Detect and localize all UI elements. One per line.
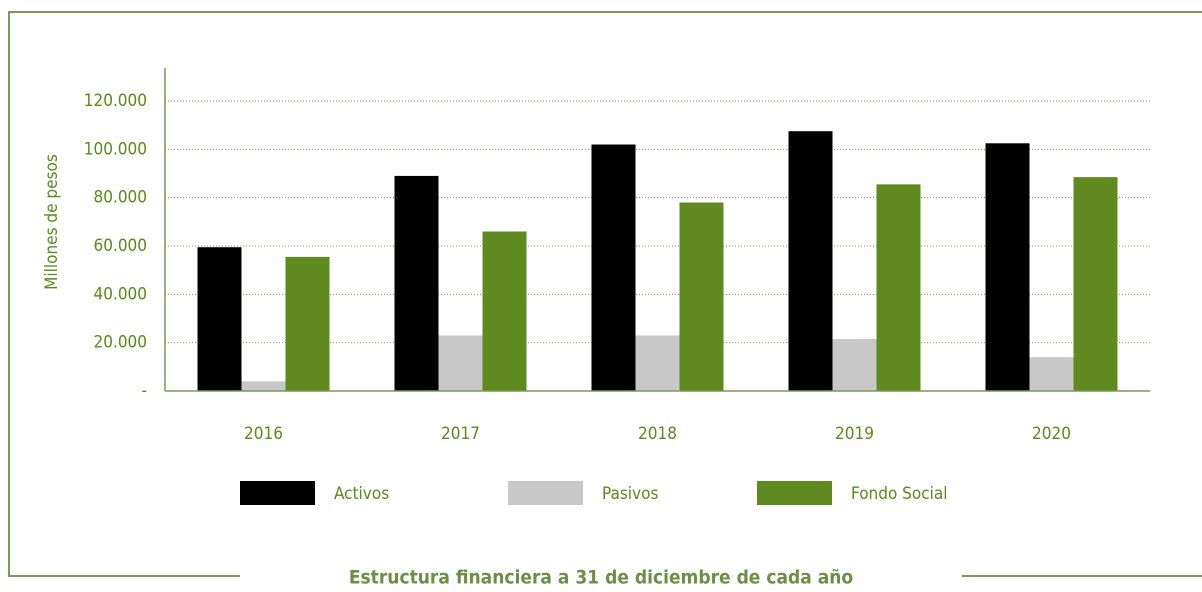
bar: [241, 381, 286, 391]
y-tick-label: -: [141, 381, 147, 401]
y-tick-label: 100.000: [84, 139, 147, 159]
x-tick-label: 2020: [1032, 424, 1071, 444]
bar: [985, 143, 1030, 391]
y-tick-label: 80.000: [94, 188, 148, 208]
bar: [394, 175, 439, 391]
legend-label: Activos: [334, 484, 389, 504]
bar: [482, 231, 527, 391]
bar: [788, 131, 833, 392]
legend-swatch: [508, 481, 583, 505]
x-tick-label: 2018: [638, 424, 677, 444]
bar: [285, 256, 330, 391]
bar: [635, 335, 680, 391]
legend-swatch: [757, 481, 832, 505]
legend-label: Fondo Social: [851, 484, 948, 504]
y-tick-label: 60.000: [94, 236, 148, 256]
bar: [832, 339, 877, 391]
bar: [591, 144, 636, 391]
bar: [1073, 177, 1118, 391]
x-tick-label: 2017: [441, 424, 480, 444]
y-tick-label: 20.000: [94, 333, 148, 353]
caption: Estructura financiera a 31 de diciembre …: [349, 567, 854, 589]
legend-swatch: [240, 481, 315, 505]
bar: [197, 247, 242, 391]
y-tick-label: 120.000: [84, 91, 147, 111]
bar: [438, 335, 483, 391]
bar: [876, 184, 921, 391]
x-tick-label: 2019: [835, 424, 874, 444]
bar: [679, 202, 724, 391]
y-tick-label: 40.000: [94, 284, 148, 304]
y-axis-title: Millones de pesos: [42, 154, 62, 290]
bar: [1029, 357, 1074, 391]
legend-label: Pasivos: [602, 484, 658, 504]
x-tick-label: 2016: [244, 424, 283, 444]
